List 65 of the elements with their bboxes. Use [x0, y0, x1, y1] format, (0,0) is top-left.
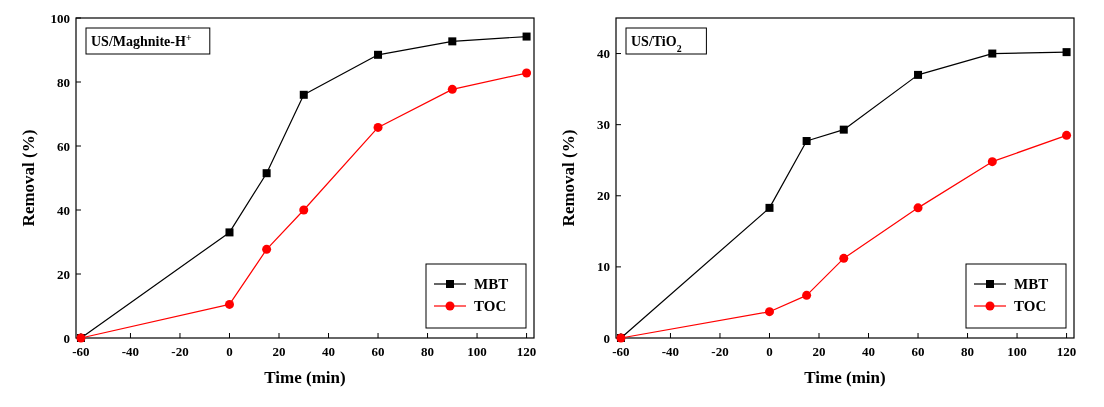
point [802, 137, 811, 146]
y-tick-label: 40 [57, 202, 70, 218]
x-tick-label: -60 [72, 344, 90, 359]
point [448, 37, 457, 46]
point [224, 299, 234, 309]
point [522, 32, 531, 41]
point [225, 228, 234, 237]
point [522, 68, 532, 78]
x-tick-label: -40 [121, 344, 140, 359]
text: US/Maghnite-H$^{+}$ [91, 31, 192, 49]
point [1062, 130, 1072, 140]
y-tick-label: 10 [597, 259, 610, 275]
point [299, 205, 309, 215]
y-axis-title: Removal (%) [559, 129, 578, 227]
x-tick-label: 0 [766, 344, 773, 359]
y-tick-label: 60 [57, 138, 70, 154]
x-tick-label: 40 [322, 344, 336, 359]
x-tick-label: 120 [1056, 344, 1077, 359]
point [764, 307, 774, 317]
text: US/TiO$_{2}$ [631, 34, 682, 54]
x-tick-label: 100 [1007, 344, 1027, 359]
legend-label: TOC [474, 298, 507, 314]
x-tick-label: 100 [467, 344, 487, 359]
point [447, 84, 457, 94]
y-tick-label: 0 [63, 330, 70, 346]
point [988, 49, 997, 58]
y-tick-label: 100 [50, 10, 70, 26]
point [913, 203, 923, 213]
y-tick-label: 0 [603, 330, 610, 346]
point [262, 169, 271, 178]
legend-label: MBT [1014, 276, 1049, 292]
x-tick-label: -20 [171, 344, 189, 359]
x-tick-label: -60 [612, 344, 630, 359]
point [262, 244, 272, 254]
point [374, 50, 383, 59]
point [765, 203, 774, 212]
x-tick-label: 40 [862, 344, 876, 359]
legend-label: MBT [474, 276, 509, 292]
point [299, 90, 308, 99]
point [373, 122, 383, 132]
point [914, 70, 923, 79]
point [802, 290, 812, 300]
x-tick-label: 80 [421, 344, 435, 359]
x-tick-label: 0 [226, 344, 233, 359]
x-tick-label: -20 [711, 344, 729, 359]
point [839, 253, 849, 263]
y-tick-label: 30 [597, 117, 610, 133]
point [1062, 48, 1071, 57]
y-tick-label: 20 [597, 188, 610, 204]
x-tick-label: 20 [272, 344, 286, 359]
x-tick-label: 60 [371, 344, 385, 359]
x-axis-title: Time (min) [264, 368, 346, 387]
x-tick-label: 60 [911, 344, 925, 359]
legend-label: TOC [1014, 298, 1047, 314]
x-tick-label: 20 [812, 344, 826, 359]
x-tick-label: 120 [516, 344, 537, 359]
y-tick-label: 20 [57, 266, 70, 282]
y-tick-label: 80 [57, 74, 70, 90]
point [839, 125, 848, 134]
x-axis-title: Time (min) [804, 368, 886, 387]
x-tick-label: -40 [661, 344, 680, 359]
y-axis-title: Removal (%) [19, 129, 38, 227]
x-tick-label: 80 [961, 344, 975, 359]
y-tick-label: 40 [597, 46, 610, 62]
point [987, 157, 997, 167]
